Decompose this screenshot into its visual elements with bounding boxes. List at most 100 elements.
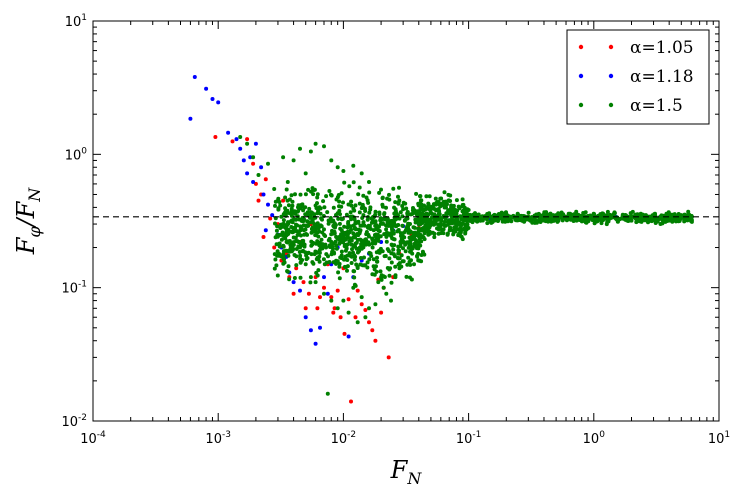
cloud-point <box>367 210 372 215</box>
data-point <box>313 280 318 285</box>
cloud-point <box>284 187 289 192</box>
data-point <box>251 155 256 160</box>
data-point <box>245 141 250 146</box>
cloud-point <box>277 244 282 249</box>
cloud-point <box>341 234 346 239</box>
data-point <box>259 165 264 170</box>
cloud-point <box>276 251 281 256</box>
cloud-point <box>338 239 343 244</box>
cloud-point <box>377 210 382 215</box>
cloud-point <box>326 221 331 226</box>
cloud-point <box>341 200 345 205</box>
cloud-point <box>422 252 427 257</box>
data-point <box>342 331 347 336</box>
cloud-point <box>298 260 303 265</box>
cloud-point <box>357 210 362 215</box>
cloud-point <box>404 217 409 221</box>
cloud-point <box>353 241 358 246</box>
cloud-point <box>313 203 318 208</box>
data-point <box>389 298 393 303</box>
cloud-point <box>314 250 319 255</box>
cloud-point <box>351 269 356 274</box>
cloud-point <box>273 203 277 208</box>
cloud-point <box>283 206 288 211</box>
cloud-point <box>408 239 413 243</box>
cloud-point <box>493 218 498 223</box>
data-point <box>359 171 364 176</box>
data-point <box>355 320 360 325</box>
cloud-point <box>436 231 441 236</box>
cloud-point <box>309 243 314 248</box>
cloud-point <box>459 216 464 221</box>
cloud-point <box>359 244 364 249</box>
cloud-point <box>311 261 316 266</box>
cloud-point <box>292 225 297 230</box>
data-point <box>351 285 356 290</box>
cloud-point <box>342 264 347 269</box>
cloud-point <box>408 262 413 267</box>
cloud-point <box>591 211 596 216</box>
cloud-point <box>287 277 292 282</box>
cloud-point <box>411 225 416 230</box>
cloud-point <box>408 229 413 234</box>
cloud-point <box>363 263 368 268</box>
cloud-point <box>661 218 666 223</box>
cloud-point <box>619 216 624 221</box>
data-point <box>261 235 266 239</box>
data-point <box>379 275 384 280</box>
cloud-point <box>377 229 382 234</box>
cloud-point <box>458 228 463 233</box>
cloud-point <box>380 249 385 254</box>
cloud-point <box>391 247 396 252</box>
data-point <box>238 135 243 139</box>
cloud-point <box>559 215 564 220</box>
cloud-point <box>337 234 342 239</box>
cloud-point <box>448 225 453 230</box>
cloud-point <box>429 211 434 216</box>
cloud-point <box>275 273 280 278</box>
legend-label: α=1.18 <box>630 67 694 87</box>
cloud-point <box>313 233 318 238</box>
cloud-point <box>581 211 586 215</box>
cloud-point <box>489 218 494 223</box>
cloud-point <box>367 250 372 255</box>
cloud-point <box>331 205 336 210</box>
y-tick-label: 101 <box>65 13 87 30</box>
data-point <box>438 222 443 227</box>
cloud-point <box>351 231 356 236</box>
cloud-point <box>608 212 612 217</box>
data-point <box>409 245 414 250</box>
cloud-point <box>677 219 682 223</box>
cloud-point <box>296 209 301 213</box>
cloud-point <box>391 186 396 191</box>
cloud-point <box>337 221 342 226</box>
cloud-point <box>298 192 303 197</box>
data-point <box>298 146 302 151</box>
cloud-point <box>295 223 300 228</box>
cloud-point <box>391 220 396 225</box>
cloud-point <box>393 264 398 269</box>
cloud-point <box>427 194 432 199</box>
data-point <box>238 146 243 151</box>
data-point <box>384 291 389 296</box>
cloud-point <box>394 216 399 221</box>
legend-marker <box>608 44 614 50</box>
cloud-point <box>419 239 424 244</box>
cloud-point <box>572 212 577 217</box>
cloud-point <box>623 217 628 222</box>
cloud-point <box>473 211 477 216</box>
cloud-point <box>363 209 368 213</box>
cloud-point <box>387 192 391 197</box>
cloud-point <box>462 207 467 212</box>
data-point <box>542 216 546 221</box>
legend-box <box>566 29 710 125</box>
cloud-point <box>353 221 358 226</box>
data-point <box>367 320 371 325</box>
data-point <box>192 75 197 79</box>
cloud-point <box>377 190 382 195</box>
data-point <box>210 97 215 101</box>
cloud-point <box>292 253 297 257</box>
cloud-point <box>291 235 296 240</box>
data-point <box>579 216 584 221</box>
y-axis-title: Fφ/FN <box>12 187 44 256</box>
